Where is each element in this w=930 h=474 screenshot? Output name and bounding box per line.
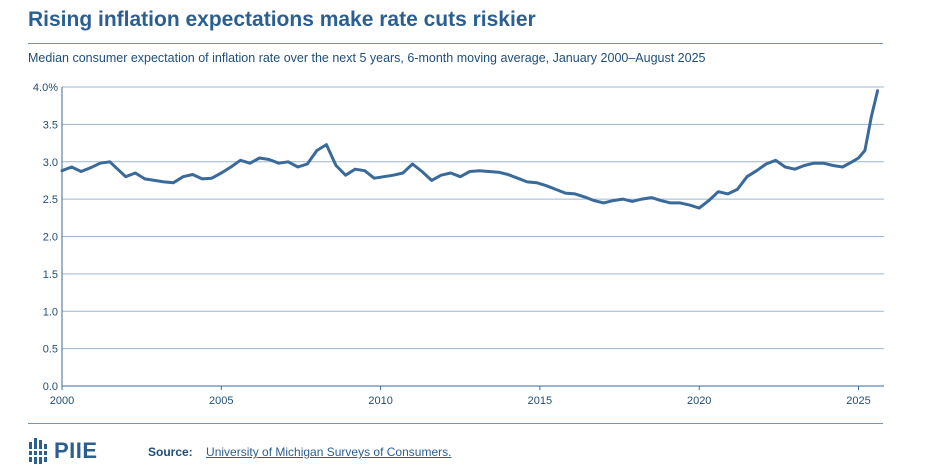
y-tick-label: 1.0 bbox=[43, 306, 58, 318]
series-line bbox=[60, 89, 880, 210]
x-tick-label: 2020 bbox=[687, 395, 711, 407]
x-tick-label: 2000 bbox=[50, 395, 74, 407]
piie-logo: PIIE bbox=[28, 436, 98, 466]
y-tick-label: 3.5 bbox=[43, 119, 58, 131]
logo-text: PIIE bbox=[54, 438, 98, 463]
title-divider bbox=[28, 43, 883, 44]
source-note: Source: University of Michigan Surveys o… bbox=[148, 445, 451, 459]
y-tick-label: 2.5 bbox=[43, 194, 58, 206]
y-tick-label: 0.5 bbox=[43, 344, 58, 356]
y-tick-label: 1.5 bbox=[43, 269, 58, 281]
y-tick-label: 3.0 bbox=[43, 157, 58, 169]
y-tick-label: 4.0% bbox=[33, 82, 58, 94]
y-tick-label: 0.0 bbox=[43, 381, 58, 393]
source-label: Source: bbox=[148, 445, 193, 459]
x-tick-label: 2015 bbox=[528, 395, 552, 407]
x-tick-label: 2010 bbox=[368, 395, 392, 407]
chart-title: Rising inflation expectations make rate … bbox=[28, 8, 536, 31]
chart-subtitle: Median consumer expectation of inflation… bbox=[28, 51, 706, 65]
source-link[interactable]: University of Michigan Surveys of Consum… bbox=[206, 445, 452, 459]
x-tick-label: 2005 bbox=[209, 395, 233, 407]
x-tick-label: 2025 bbox=[846, 395, 870, 407]
piie-logo-icon bbox=[28, 438, 49, 464]
y-tick-label: 2.0 bbox=[43, 232, 58, 244]
footer-divider bbox=[28, 423, 883, 424]
